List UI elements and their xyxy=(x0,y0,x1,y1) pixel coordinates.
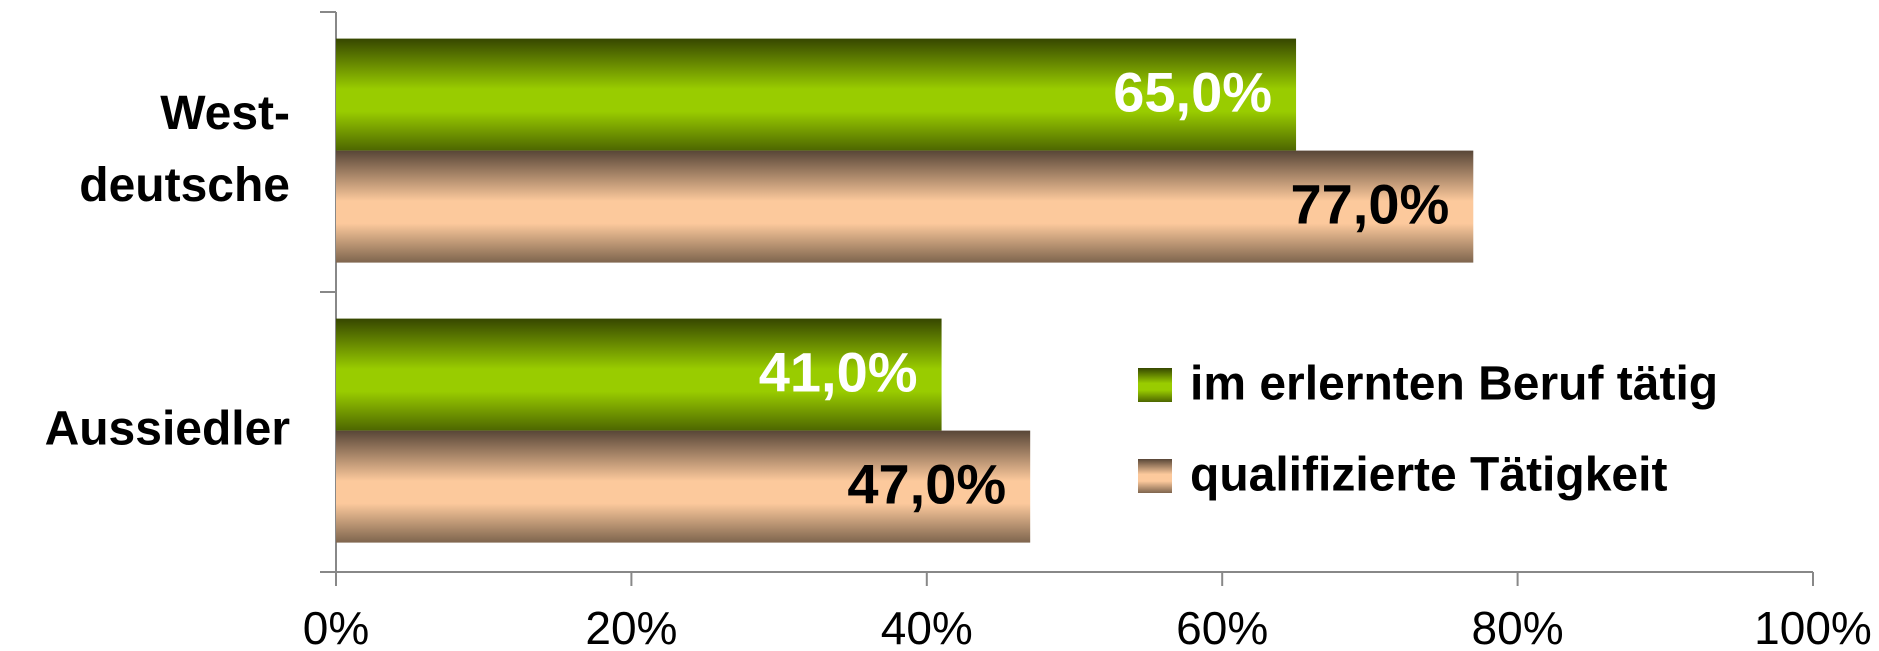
bar xyxy=(336,318,942,431)
value-label: 47,0% xyxy=(847,452,1006,515)
x-tick-label: 0% xyxy=(303,602,369,651)
x-tick-label: 100% xyxy=(1754,602,1872,651)
legend-swatch xyxy=(1138,368,1172,402)
legend-label: im erlernten Beruf tätig xyxy=(1190,358,1718,411)
x-tick-label: 80% xyxy=(1472,602,1564,651)
legend-swatch xyxy=(1138,459,1172,493)
x-tick-label: 40% xyxy=(881,602,973,651)
x-tick-label: 20% xyxy=(585,602,677,651)
value-label: 77,0% xyxy=(1290,172,1449,235)
bar xyxy=(336,150,1474,263)
value-label: 65,0% xyxy=(1113,60,1272,123)
bar xyxy=(336,430,1031,543)
bar xyxy=(336,38,1297,151)
category-label: West-deutsche xyxy=(79,87,290,212)
value-label: 41,0% xyxy=(759,340,918,403)
category-label: Aussiedler xyxy=(45,403,290,456)
x-tick-label: 60% xyxy=(1176,602,1268,651)
legend-label: qualifizierte Tätigkeit xyxy=(1190,449,1667,502)
